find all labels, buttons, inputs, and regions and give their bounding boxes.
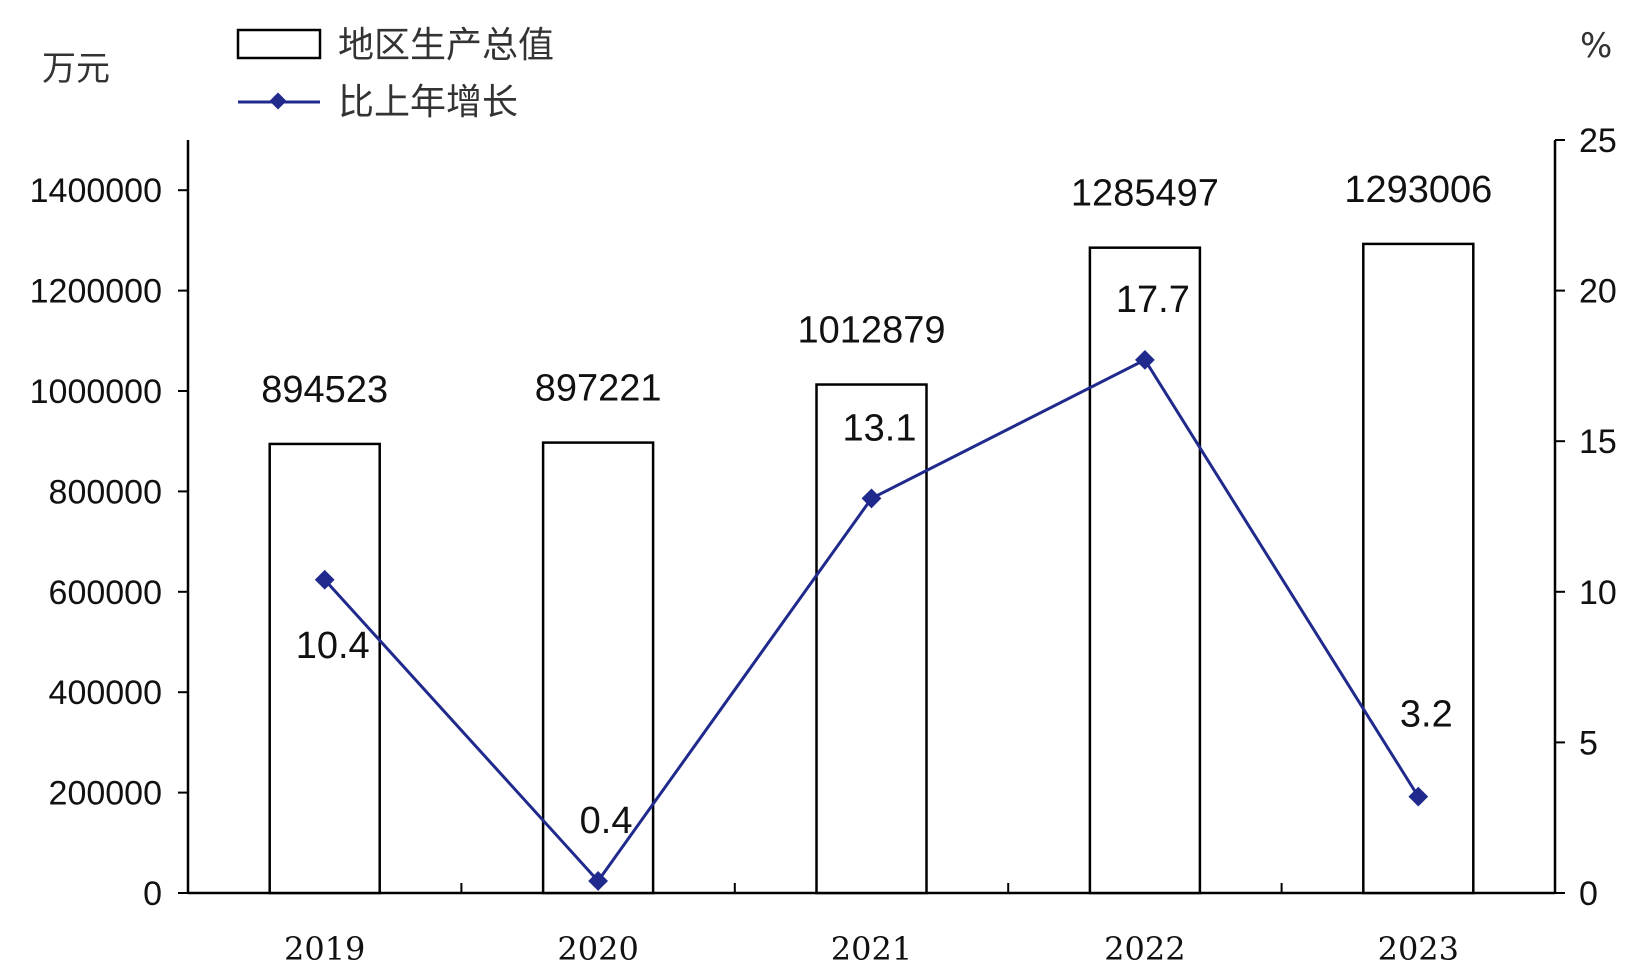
bar-value-label: 1293006 <box>1344 169 1492 211</box>
bar-value-label: 1285497 <box>1071 173 1219 215</box>
x-axis-tick-label: 2023 <box>1378 930 1459 968</box>
bar-value-label: 894523 <box>261 369 388 411</box>
growth-value-label: 10.4 <box>296 625 370 667</box>
bar <box>1088 246 1202 895</box>
left-axis-tick-label: 800000 <box>49 473 162 511</box>
growth-value-label: 13.1 <box>843 407 917 449</box>
left-axis-tick-label: 400000 <box>49 674 162 712</box>
growth-line-series <box>314 349 1429 891</box>
legend: 地区生产总值 比上年增长 <box>236 25 554 123</box>
legend-line-label: 比上年增长 <box>338 82 518 123</box>
bar <box>268 442 381 895</box>
right-axis-tick-label: 20 <box>1579 273 1617 311</box>
right-axis: 0 5 10 15 20 25 <box>1553 122 1617 913</box>
bar <box>1362 242 1475 895</box>
left-axis-tick-label: 1400000 <box>30 172 162 210</box>
bar-value-label: 1012879 <box>798 310 946 352</box>
x-axis-tick-label: 2020 <box>557 930 638 968</box>
bar <box>541 441 655 895</box>
bar-value-label: 897221 <box>535 368 662 410</box>
right-axis-tick-label: 10 <box>1579 574 1617 612</box>
bar-value-labels: 894523 897221 1012879 1285497 1293006 <box>261 169 1492 411</box>
growth-point <box>588 871 608 891</box>
right-axis-tick-label: 15 <box>1579 423 1617 461</box>
right-axis-tick-label: 5 <box>1579 724 1598 762</box>
growth-value-labels: 10.4 0.4 13.1 17.7 3.2 <box>296 279 1453 842</box>
bar <box>815 383 928 895</box>
right-axis-tick-label: 25 <box>1579 122 1617 160</box>
left-axis-tick-label: 1000000 <box>30 373 162 411</box>
legend-bar-swatch <box>236 28 322 60</box>
growth-value-label: 17.7 <box>1116 279 1190 321</box>
x-axis: 2019 2020 2021 2022 2023 <box>188 883 1555 968</box>
growth-value-label: 3.2 <box>1400 694 1453 736</box>
legend-bar-label: 地区生产总值 <box>338 25 554 66</box>
legend-line-marker <box>269 92 287 110</box>
left-axis: 0 200000 400000 600000 800000 1000000 1200000 1… <box>30 140 190 913</box>
left-axis-unit: 万元 <box>42 49 110 89</box>
x-axis-tick-label: 2021 <box>831 930 912 968</box>
right-axis-tick-label: 0 <box>1579 875 1598 913</box>
x-axis-tick-label: 2022 <box>1104 930 1185 968</box>
left-axis-tick-label: 1200000 <box>30 273 162 311</box>
left-axis-tick-label: 200000 <box>49 775 162 813</box>
x-axis-tick-label: 2019 <box>284 930 365 968</box>
bar-series <box>268 242 1475 895</box>
growth-point <box>1135 349 1155 370</box>
left-axis-tick-label: 600000 <box>49 574 162 612</box>
growth-point <box>314 569 335 590</box>
growth-point <box>1408 786 1429 807</box>
growth-value-label: 0.4 <box>580 800 633 842</box>
right-axis-unit: % <box>1580 26 1612 66</box>
left-axis-tick-label: 0 <box>143 875 162 913</box>
growth-point <box>861 488 882 509</box>
